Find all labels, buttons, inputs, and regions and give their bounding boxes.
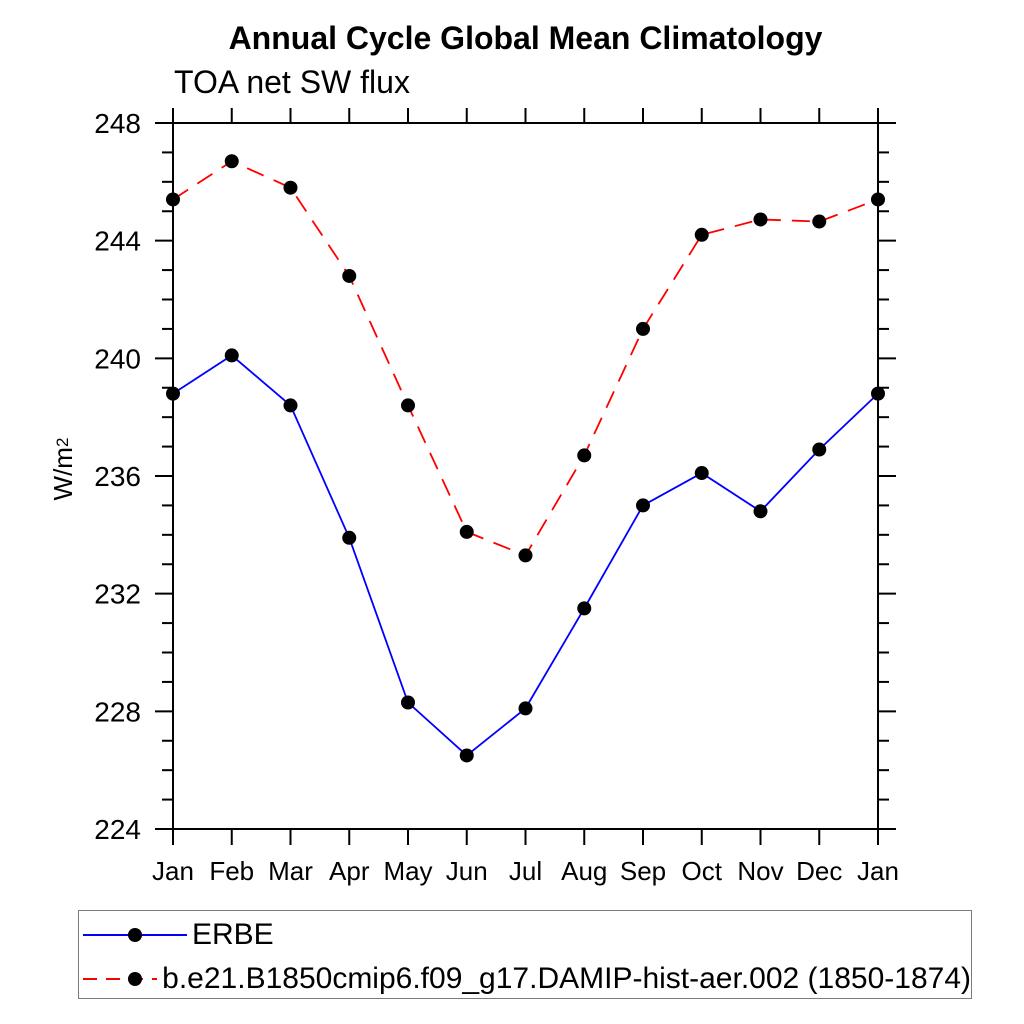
y-tick-label: 232	[94, 579, 141, 610]
y-tick-label: 228	[94, 696, 141, 727]
legend-item-1: b.e21.B1850cmip6.f09_g17.DAMIP-hist-aer.…	[83, 957, 971, 1001]
data-point	[871, 192, 885, 207]
x-tick-label: Feb	[209, 856, 254, 886]
series-1	[166, 154, 885, 563]
y-tick-label: 224	[94, 814, 141, 845]
legend: ERBE b.e21.B1850cmip6.f09_g17.DAMIP-hist-…	[78, 910, 972, 999]
data-point	[636, 321, 650, 336]
x-tick-label: Oct	[682, 856, 723, 886]
data-point	[166, 386, 180, 401]
chart-subtitle: TOA net SW flux	[174, 64, 410, 100]
data-point	[518, 701, 533, 716]
data-point	[166, 192, 180, 207]
series-line-1	[172, 160, 879, 557]
legend-marker-dot	[128, 972, 142, 986]
data-point	[342, 530, 357, 545]
x-tick-label: Dec	[796, 856, 842, 886]
plot-frame	[172, 122, 879, 830]
legend-marker-dot	[128, 928, 142, 942]
legend-label: b.e21.B1850cmip6.f09_g17.DAMIP-hist-aer.…	[162, 962, 971, 995]
legend-label: ERBE	[192, 918, 274, 951]
series-0	[166, 348, 885, 763]
legend-sample-solid-line	[83, 928, 187, 942]
y-tick-labels: 224 228 232 236 240 244 248	[94, 108, 141, 845]
data-point	[812, 214, 827, 229]
data-point	[224, 348, 239, 363]
axis-ticks	[155, 108, 896, 845]
data-point	[812, 442, 827, 457]
x-tick-label: May	[383, 856, 432, 886]
x-tick-label: Apr	[329, 856, 370, 886]
x-tick-label: Aug	[561, 856, 607, 886]
y-tick-label: 236	[94, 461, 141, 492]
data-point	[283, 180, 298, 195]
data-point	[342, 268, 357, 283]
x-tick-label: Jun	[446, 856, 488, 886]
y-tick-label: 244	[94, 226, 141, 257]
data-point	[401, 398, 415, 413]
data-point	[694, 466, 709, 481]
data-point	[518, 548, 533, 563]
series-markers-1	[166, 154, 885, 563]
data-point	[459, 748, 474, 763]
legend-sample-dashed-line	[83, 972, 158, 986]
x-tick-label: Sep	[620, 856, 666, 886]
y-tick-label: 248	[94, 108, 141, 139]
x-tick-label: Jan	[152, 856, 194, 886]
x-tick-labels: Jan Feb Mar Apr May Jun Jul Aug Sep Oct Nov Dec Jan	[152, 856, 899, 886]
data-point	[636, 498, 650, 513]
data-point	[753, 212, 768, 227]
x-tick-label: Jan	[857, 856, 899, 886]
data-point	[401, 695, 415, 710]
data-point	[224, 154, 239, 169]
y-tick-label: 240	[94, 343, 141, 374]
legend-item-0: ERBE	[83, 913, 971, 957]
data-point	[694, 227, 709, 242]
chart-title: Annual Cycle Global Mean Climatology	[228, 20, 823, 56]
data-point	[283, 398, 298, 413]
x-tick-label: Mar	[268, 856, 313, 886]
data-point	[577, 601, 592, 616]
data-point	[871, 386, 885, 401]
x-tick-label: Nov	[737, 856, 783, 886]
data-point	[459, 524, 474, 539]
x-tick-label: Jul	[509, 856, 542, 886]
data-point	[753, 504, 768, 519]
series-markers-0	[166, 348, 885, 763]
data-point	[577, 448, 592, 463]
